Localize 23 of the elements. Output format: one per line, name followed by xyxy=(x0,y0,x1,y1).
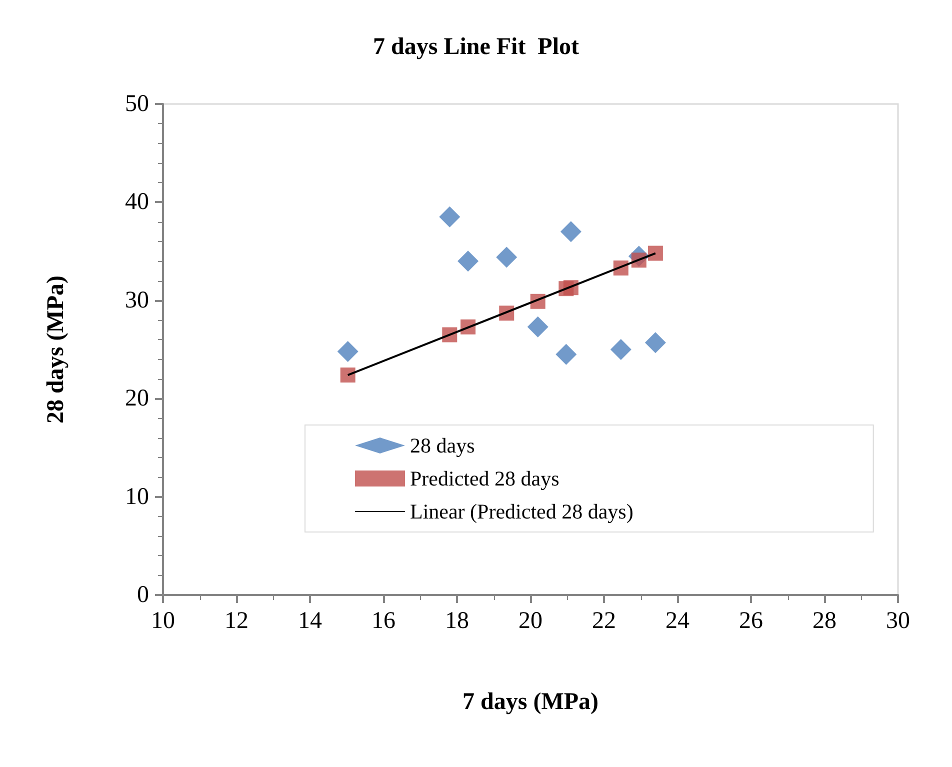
x-tick-label: 16 xyxy=(372,608,396,634)
y-tick-label: 10 xyxy=(125,484,149,510)
chart-title: 7 days Line Fit Plot xyxy=(372,34,580,60)
x-tick-label: 14 xyxy=(298,608,322,634)
x-tick-label: 26 xyxy=(739,608,763,634)
y-tick-label: 40 xyxy=(125,189,149,216)
legend-label: Linear (Predicted 28 days) xyxy=(410,500,634,524)
y-axis-title: 28 days (MPa) xyxy=(43,276,69,424)
y-tick-label: 30 xyxy=(125,287,149,314)
x-tick-label: 10 xyxy=(151,608,175,634)
x-tick-label: 28 xyxy=(812,608,836,634)
x-axis-title: 7 days (MPa) xyxy=(462,689,598,715)
x-tick-label: 24 xyxy=(666,608,690,634)
x-tick-label: 12 xyxy=(224,608,248,634)
legend-label: 28 days xyxy=(410,434,475,458)
y-tick-label: 0 xyxy=(137,582,149,608)
x-tick-label: 30 xyxy=(886,608,910,634)
y-tick-label: 20 xyxy=(125,386,149,412)
x-tick-label: 22 xyxy=(592,608,616,634)
legend-label: Predicted 28 days xyxy=(410,466,560,490)
x-tick-label: 20 xyxy=(518,608,542,634)
x-tick-label: 18 xyxy=(445,608,469,634)
y-tick-label: 50 xyxy=(125,91,149,117)
